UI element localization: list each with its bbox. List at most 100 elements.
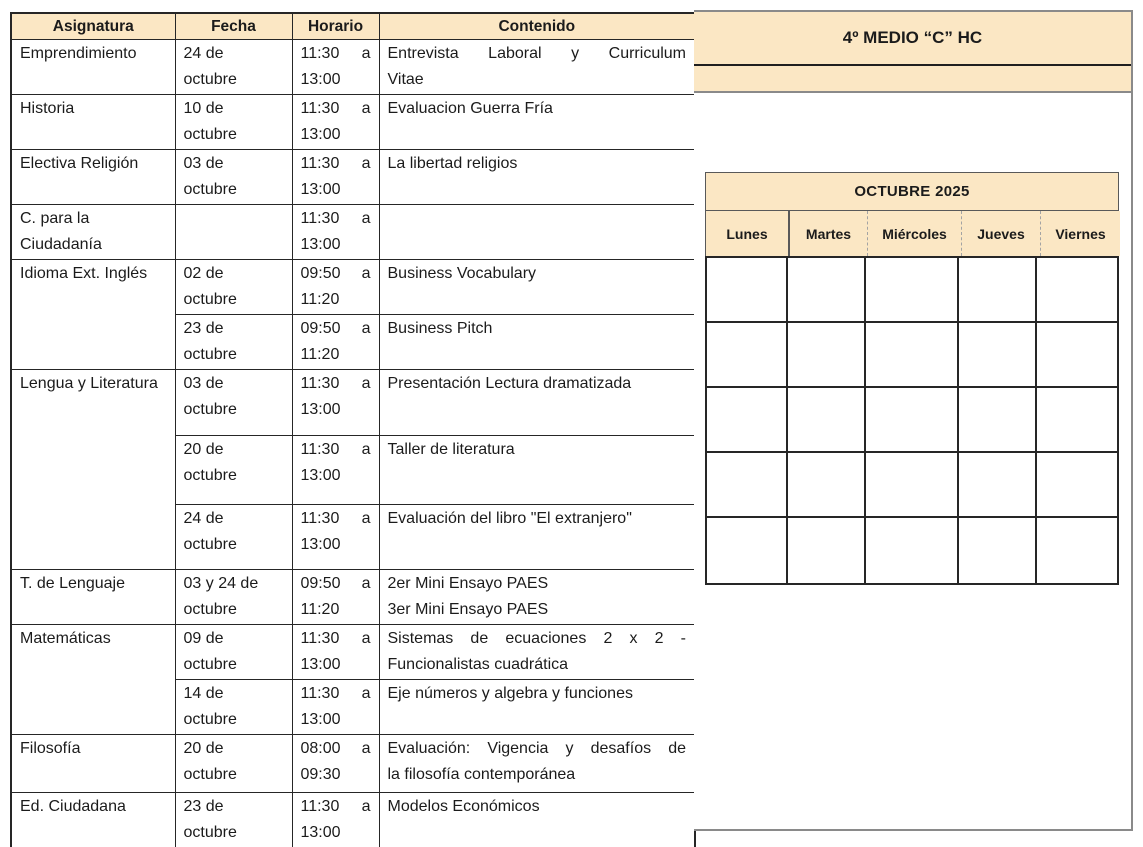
asignatura-cell: T. de Lenguaje [10,569,176,625]
fecha-line: octubre [183,765,237,783]
fecha-line: octubre [183,466,237,484]
horario-line: 13:00 [300,180,341,198]
horario-cell: 11:30 a 13:00 [291,39,380,95]
horario-line: 13:00 [300,535,341,553]
contenido-cell: Presentación Lectura dramatizada [378,369,696,436]
fecha-line: 23 de [183,320,224,337]
schedule-table: Asignatura Fecha Horario Contenido Empre… [10,12,696,847]
contenido-cell: Business Vocabulary [378,259,696,315]
calendar-day-cell [788,258,866,323]
schedule-row: Idioma Ext. Inglés 02 de octubre 09:50 a 11:… [10,259,696,370]
asignatura-cell: Idioma Ext. Inglés [10,259,176,370]
calendar-day-cell [866,518,959,583]
fecha-line: octubre [183,655,237,673]
contenido-line: Business Pitch [387,320,493,337]
calendar-title-label: OCTUBRE 2025 [854,183,970,200]
calendar-day-cell [1037,388,1117,453]
contenido-cell: Modelos Económicos [378,792,696,847]
schedule-row: Electiva Religión 03 de octubre 11:30 a 13:0… [10,149,696,205]
calendar-day-cell [1037,453,1117,518]
fecha-line: 10 de [183,100,224,117]
fecha-cell: 03 de octubre [174,149,293,205]
calendar-day-cell [788,453,866,518]
horario-cell: 11:30 a 13:00 [291,149,380,205]
contenido-line: Evaluación: Vigencia y desafíos de [387,740,687,757]
calendar-day-label: Martes [805,225,852,242]
horario-line: 13:00 [300,400,341,418]
horario-cell: 11:30 a 13:00 [291,792,380,847]
fecha-line: octubre [183,400,237,418]
header-contenido: Contenido [378,12,696,40]
contenido-line: Evaluacion Guerra Fría [387,100,553,117]
calendar-day-label: Lunes [726,225,768,242]
calendar-day-cell [707,323,788,388]
fecha-line: 03 de [183,155,224,172]
horario-line: 11:20 [300,290,340,308]
fecha-line: 02 de [183,265,224,282]
horario-line: 11:30 a [300,630,371,647]
calendar-day-header-row: Lunes Martes Miércoles Jueves Viernes [705,211,1120,256]
calendar: OCTUBRE 2025 Lunes Martes Miércoles Jueves V… [705,172,1120,585]
contenido-cell: Business Pitch [378,314,696,370]
fecha-line: 20 de [183,740,224,757]
fecha-cell: 14 de octubre [174,679,293,735]
fecha-line: 24 de [183,510,224,527]
fecha-line: octubre [183,823,237,841]
fecha-line: 20 de [183,441,224,458]
horario-line: 13:00 [300,466,341,484]
schedule-row: Lengua y Literatura 03 de octubre 11:30 a 13… [10,369,696,570]
horario-cell: 11:30 a 13:00 [291,679,380,735]
calendar-day-cell [1037,518,1117,583]
asignatura-cell: Emprendimiento [10,39,176,95]
horario-line: 11:20 [300,345,340,363]
calendar-day-label: Miércoles [882,225,947,242]
calendar-day-cell [1037,258,1117,323]
fecha-line: octubre [183,70,237,88]
schedule-row: Matemáticas 09 de octubre 11:30 a 13:00 Siste… [10,624,696,735]
calendar-day-cell [959,323,1037,388]
fecha-line: octubre [183,600,237,618]
calendar-day-cell [707,453,788,518]
calendar-day-cell [788,323,866,388]
fecha-cell: 20 de octubre [174,734,293,793]
calendar-title: OCTUBRE 2025 [705,172,1119,211]
horario-line: 09:50 a [300,575,371,592]
calendar-day-cell [959,258,1037,323]
schedule-row: Historia 10 de octubre 11:30 a 13:00 Evaluaci… [10,94,696,150]
contenido-line: Modelos Económicos [387,798,540,815]
calendar-day-cell [788,518,866,583]
contenido-cell: La libertad religios [378,149,696,205]
calendar-day-cell [707,388,788,453]
horario-cell: 11:30 a 13:00 [291,204,380,260]
horario-line: 11:30 a [300,100,371,117]
calendar-day-cell [866,453,959,518]
horario-cell: 08:00 a 09:30 [291,734,380,793]
header-fecha: Fecha [174,12,293,40]
calendar-day-cell [707,258,788,323]
contenido-cell: Taller de literatura [378,435,696,505]
horario-line: 09:50 a [300,320,371,337]
side-panel: 4º MEDIO “C” HC OCTUBRE 2025 Lunes Martes… [694,10,1133,831]
asignatura-cell: Electiva Religión [10,149,176,205]
horario-line: 13:00 [300,710,341,728]
fecha-cell: 23 de octubre [174,792,293,847]
schedule-row: Filosofía 20 de octubre 08:00 a 09:30 Evaluac… [10,734,696,793]
schedule-row: T. de Lenguaje 03 y 24 de octubre 09:50 a 11… [10,569,696,625]
fecha-cell: 20 de octubre [174,435,293,505]
fecha-line: octubre [183,125,237,143]
fecha-line: octubre [183,710,237,728]
schedule-header-row: Asignatura Fecha Horario Contenido [10,12,696,40]
horario-line: 13:00 [300,70,341,88]
horario-line: 13:00 [300,235,341,253]
contenido-line: Entrevista Laboral y Curriculum [387,45,687,62]
horario-cell: 11:30 a 13:00 [291,369,380,436]
schedule-row: 23 de octubre 09:50 a 11:20 Business Pitch [11,314,696,370]
calendar-day-cell [707,518,788,583]
fecha-line: octubre [183,535,237,553]
calendar-day-cell [1037,323,1117,388]
contenido-line: Taller de literatura [387,441,515,458]
class-banner-label: 4º MEDIO “C” HC [842,28,983,47]
horario-line: 11:30 a [300,441,371,458]
contenido-cell [378,204,696,260]
fecha-cell: 24 de octubre [174,504,293,570]
